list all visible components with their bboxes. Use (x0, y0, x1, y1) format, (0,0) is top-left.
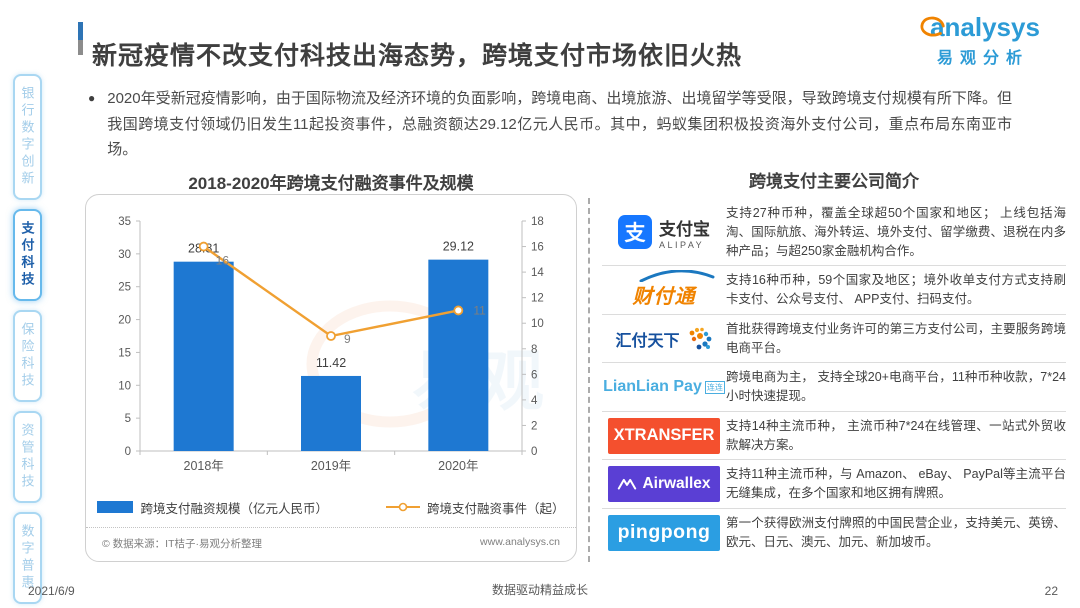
company-desc: 支持11种主流币种，与 Amazon、 eBay、 PayPal等主流平台无缝集… (726, 467, 1066, 500)
lianlian-tag-text: 连连 (704, 381, 725, 394)
xtransfer-wordmark: XTRANSFER (608, 417, 720, 454)
company-desc: 支持14种主流币种， 主流币种7*24在线管理、一站式外贸收款解决方案。 (726, 418, 1066, 452)
company-row-huifu: 汇付天下 首批获得跨境支付业务许可的第三方支付公司，主要服务跨境电商平台。 (602, 315, 1066, 364)
sidebar: 银行数字创新 支付科技 保险科技 资管科技 数字普惠 (8, 74, 46, 604)
line-legend-swatch (386, 502, 420, 512)
svg-text:11: 11 (473, 303, 486, 317)
footer-date: 2021/6/9 (28, 584, 75, 598)
airwallex-wordmark: Airwallex (642, 475, 711, 492)
chart-source-row: © 数据来源：IT桔子·易观分析整理 www.analysys.cn (86, 527, 576, 561)
tenpay-swoosh-icon (639, 269, 714, 282)
svg-text:14: 14 (531, 267, 544, 279)
company-row-alipay: 支 支付宝 ALIPAY 支持27种币种，覆盖全球超50个国家和地区； 上线包括… (602, 199, 1066, 267)
svg-text:6: 6 (531, 369, 537, 381)
svg-text:2: 2 (531, 420, 537, 432)
summary-text: 2020年受新冠疫情影响，由于国际物流及经济环境的负面影响，跨境电商、出境旅游、… (107, 90, 1012, 158)
alipay-cn-text: 支付宝 (659, 219, 710, 239)
company-row-tenpay: 财付通 支持16种币种，59个国家及地区；境外收单支付方式支持刷卡支付、公众号支… (602, 266, 1066, 315)
xtransfer-logo: XTRANSFER (602, 417, 726, 454)
airwallex-mark-icon (618, 478, 637, 490)
funding-chart: 易观051015202530350246810121416182018年2019… (118, 216, 544, 473)
svg-text:8: 8 (531, 344, 537, 356)
analysys-wordmark: analysys (920, 12, 1040, 43)
alipay-logo: 支 支付宝 ALIPAY (602, 215, 726, 250)
bullet-icon: ● (88, 91, 96, 105)
sidebar-item-payment-tech[interactable]: 支付科技 (12, 209, 42, 301)
chart-title: 2018-2020年跨境支付融资事件及规模 (188, 174, 474, 193)
companies-title: 跨境支付主要公司简介 (749, 172, 919, 191)
title-accent-bar (78, 22, 83, 55)
airwallex-logo: Airwallex (602, 466, 726, 502)
page-title: 新冠疫情不改支付科技出海态势，跨境支付市场依旧火热 (92, 41, 743, 70)
legend-label-bar: 跨境支付融资规模（亿元人民币） (140, 501, 328, 516)
sidebar-item-insurtech[interactable]: 保险科技 (12, 310, 42, 402)
data-source-text: © 数据来源：IT桔子·易观分析整理 (102, 538, 262, 550)
svg-text:30: 30 (118, 249, 131, 261)
sidebar-item-banking-digital[interactable]: 银行数字创新 (12, 74, 42, 200)
svg-text:5: 5 (125, 413, 131, 425)
company-row-xtransfer: XTRANSFER 支持14种主流币种， 主流币种7*24在线管理、一站式外贸收… (602, 412, 1066, 461)
summary-block: ● 2020年受新冠疫情影响，由于国际物流及经济环境的负面影响，跨境电商、出境旅… (88, 86, 1012, 163)
svg-text:2018年: 2018年 (184, 459, 224, 473)
svg-text:20: 20 (118, 315, 131, 327)
company-row-lianlian: LianLian Pay 连连 跨境电商为主， 支持全球20+电商平台，11种币… (602, 363, 1066, 412)
svg-text:0: 0 (125, 446, 131, 458)
lianlian-logo: LianLian Pay 连连 (602, 378, 726, 396)
tenpay-logo: 财付通 (602, 269, 726, 309)
company-desc: 支持16种币种，59个国家及地区；境外收单支付方式支持刷卡支付、公众号支付、 A… (726, 273, 1066, 306)
svg-text:29.12: 29.12 (443, 240, 474, 254)
huifu-pinwheel-icon (689, 327, 711, 349)
company-desc: 支持27种币种，覆盖全球超50个国家和地区； 上线包括海淘、国际航旅、海外转运、… (726, 206, 1066, 258)
company-desc: 跨境电商为主， 支持全球20+电商平台，11种币种收款，7*24 小时快速提现。 (726, 370, 1066, 403)
company-desc: 首批获得跨境支付业务许可的第三方支付公司，主要服务跨境电商平台。 (726, 321, 1066, 355)
legend-item-bar: 跨境支付融资规模（亿元人民币） (97, 498, 328, 517)
bar-legend-swatch (97, 501, 134, 513)
footer-slogan: 数据驱动精益成长 (491, 583, 588, 597)
svg-text:9: 9 (344, 332, 351, 346)
lianlian-en-text: LianLian Pay (603, 378, 702, 395)
website-text: www.analysys.cn (480, 536, 560, 548)
svg-text:12: 12 (531, 293, 544, 305)
legend-label-line: 跨境支付融资事件（起） (427, 501, 565, 516)
svg-text:2019年: 2019年 (311, 459, 351, 473)
alipay-mark-icon: 支 (618, 215, 652, 250)
svg-text:18: 18 (531, 216, 544, 228)
svg-text:10: 10 (531, 318, 544, 330)
companies-panel: 跨境支付主要公司简介 支 支付宝 ALIPAY 支持27种币种，覆盖全球超50个… (602, 167, 1066, 556)
svg-text:2020年: 2020年 (438, 459, 478, 473)
huifu-logo: 汇付天下 (602, 325, 726, 353)
vertical-divider (588, 198, 590, 562)
legend-item-line: 跨境支付融资事件（起） (386, 498, 565, 517)
pingpong-logo: pingpong (602, 514, 726, 551)
tenpay-cn-text: 财付通 (632, 285, 696, 308)
analysys-brand-text: analysys (930, 12, 1040, 42)
pingpong-wordmark: pingpong (608, 514, 720, 551)
svg-text:15: 15 (118, 347, 131, 359)
svg-text:4: 4 (531, 395, 538, 407)
analysys-cn-text: 易观分析 (936, 50, 1029, 67)
company-desc: 第一个获得欧洲支付牌照的中国民营企业，支持美元、英镑、欧元、日元、澳元、加元、新… (726, 515, 1066, 549)
chart-legend: 跨境支付融资规模（亿元人民币） 跨境支付融资事件（起） (86, 495, 576, 519)
footer-page-number: 22 (1044, 584, 1058, 598)
company-row-pingpong: pingpong 第一个获得欧洲支付牌照的中国民营企业，支持美元、英镑、欧元、日… (602, 509, 1066, 557)
funding-chart-panel: 易观051015202530350246810121416182018年2019… (85, 194, 577, 562)
svg-text:10: 10 (118, 380, 131, 392)
sidebar-item-asset-mgmt-tech[interactable]: 资管科技 (12, 411, 42, 503)
sidebar-item-digital-inclusion[interactable]: 数字普惠 (12, 512, 42, 604)
company-row-airwallex: Airwallex 支持11种主流币种，与 Amazon、 eBay、 PayP… (602, 460, 1066, 509)
analysys-logo: analysys 易观分析 (908, 12, 1058, 68)
analysys-swoosh-icon (920, 16, 945, 37)
huifu-cn-text: 汇付天下 (615, 332, 680, 350)
svg-text:11.42: 11.42 (316, 356, 346, 370)
svg-text:16: 16 (216, 254, 230, 268)
svg-text:16: 16 (531, 242, 544, 254)
svg-text:25: 25 (118, 282, 131, 294)
alipay-en-text: ALIPAY (659, 239, 705, 250)
svg-text:0: 0 (531, 446, 537, 458)
svg-text:35: 35 (118, 216, 131, 228)
